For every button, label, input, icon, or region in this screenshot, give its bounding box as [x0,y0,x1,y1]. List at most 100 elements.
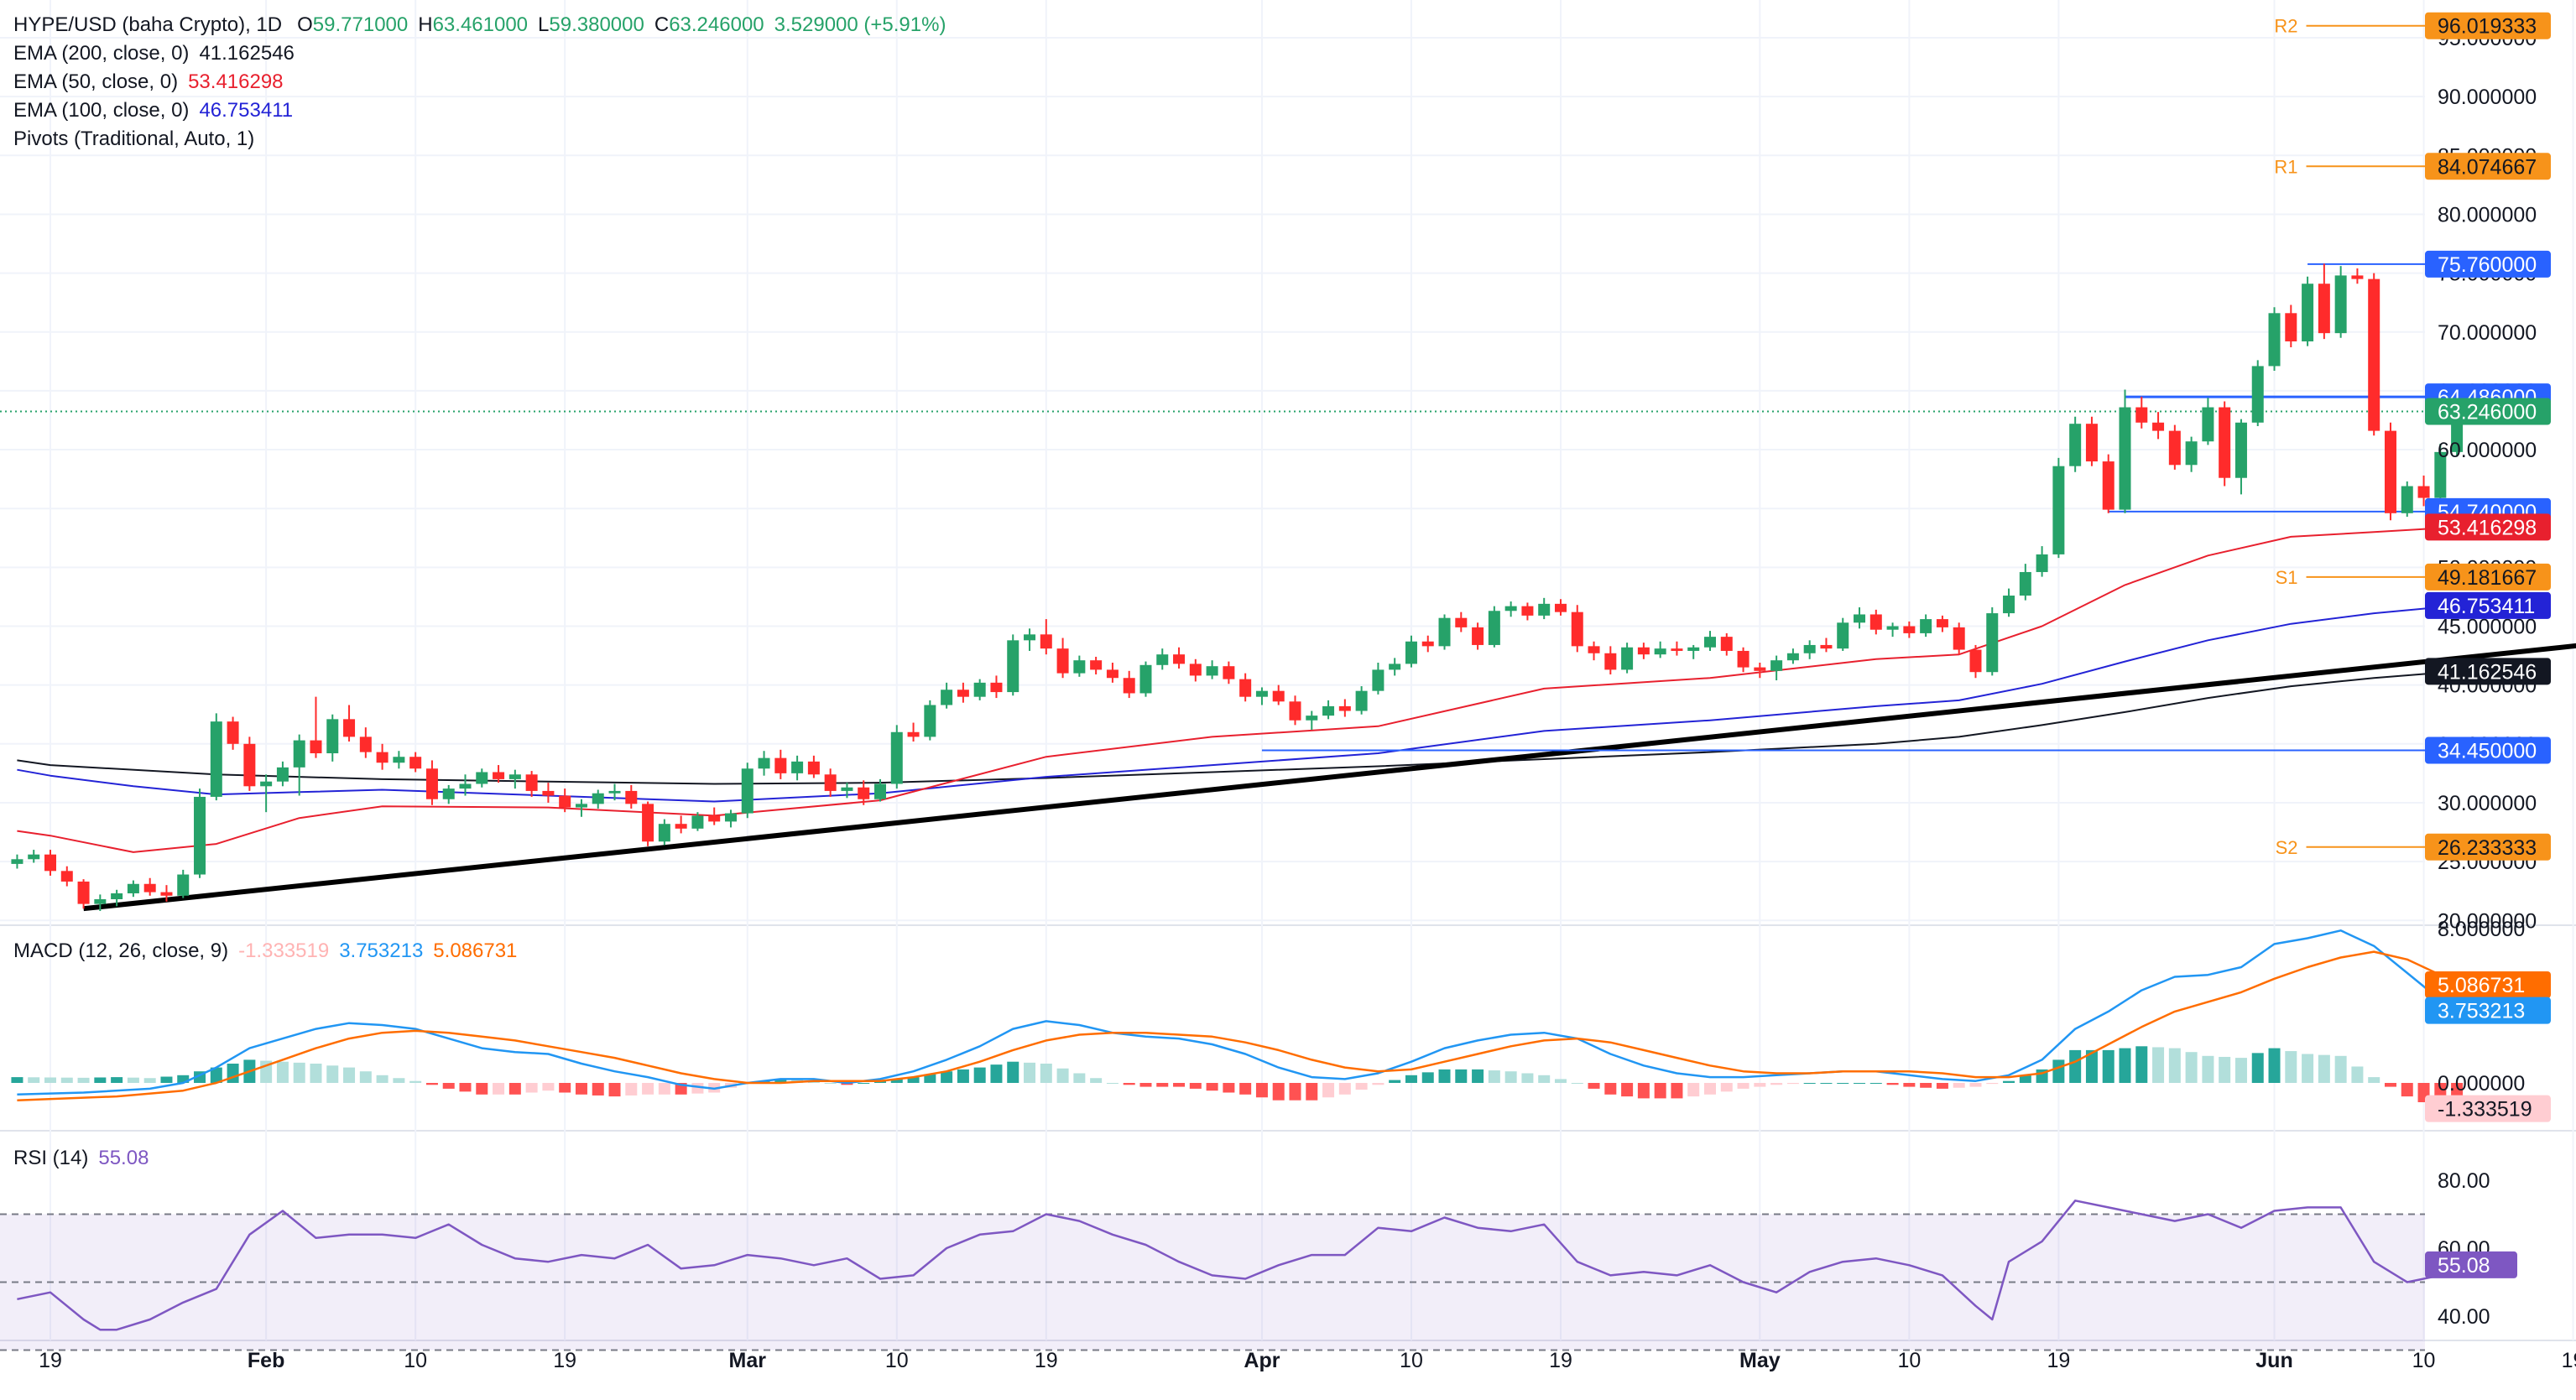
candle[interactable] [791,761,804,773]
symbol-legend[interactable]: HYPE/USD (baha Crypto), 1D O59.771000 H63.… [13,13,956,37]
candle[interactable] [111,893,123,899]
candle[interactable] [1754,667,1766,671]
candle[interactable] [326,719,339,754]
candle[interactable] [559,795,571,808]
ema50-price-tag[interactable] [2425,513,2551,541]
candle[interactable] [1554,603,1567,612]
candle[interactable] [642,804,654,842]
pivot-price-tag[interactable] [2425,153,2551,180]
ema100-legend[interactable]: EMA (100, close, 0) 46.753411 [13,99,303,122]
candle[interactable] [2119,407,2131,510]
candle[interactable] [957,690,969,697]
candle[interactable] [227,721,239,744]
candle[interactable] [1637,647,1650,655]
candle[interactable] [1538,603,1551,616]
trend-line[interactable] [83,643,2576,912]
candle[interactable] [907,731,920,737]
candle[interactable] [1173,654,1186,664]
candle[interactable] [160,892,173,896]
candle[interactable] [1189,664,1202,676]
level-price-tag[interactable] [2425,250,2551,278]
candle[interactable] [11,859,23,864]
level-price-tag[interactable] [2425,736,2551,764]
price-axis[interactable]: 25.00000030.00000035.00000040.00000045.0… [2425,12,2551,1329]
ema200-legend[interactable]: EMA (200, close, 0) 41.162546 [13,42,305,65]
candle[interactable] [2135,407,2148,423]
macd-value-tag[interactable] [2425,971,2551,999]
candle[interactable] [44,854,56,872]
candle[interactable] [1090,660,1103,670]
candle[interactable] [2052,466,2065,554]
candle[interactable] [1405,641,1417,664]
candle[interactable] [1123,678,1135,694]
candle[interactable] [1040,634,1052,649]
candle[interactable] [724,813,737,822]
pivot-price-tag[interactable] [2425,12,2551,39]
candle[interactable] [1206,666,1218,676]
candle[interactable] [442,788,455,799]
candle[interactable] [2168,430,2181,466]
time-axis[interactable]: 19 Feb 10 19 Mar 10 19 Apr 10 19 May 10 19 Jun 10 19 [39,1349,2576,1372]
pivot-price-tag[interactable] [2425,833,2551,861]
candle[interactable] [2368,278,2380,431]
candle[interactable] [1953,627,1965,650]
candle[interactable] [1272,690,1285,702]
candle[interactable] [890,731,903,784]
candle[interactable] [774,757,787,773]
candle[interactable] [741,768,754,814]
candle[interactable] [2434,451,2447,498]
macd-signal-line[interactable] [17,950,2458,1101]
candle[interactable] [1986,613,1999,673]
candle[interactable] [2234,422,2247,478]
candle[interactable] [2318,284,2330,334]
candle[interactable] [1786,653,1799,661]
rsi-legend[interactable]: RSI (14) 55.08 [13,1147,159,1170]
rsi-value-tag[interactable] [2425,1251,2517,1278]
rsi-pane[interactable] [0,1200,2458,1351]
candle[interactable] [542,790,555,796]
candle[interactable] [990,682,1003,693]
candle[interactable] [592,793,604,804]
candle[interactable] [2384,430,2396,513]
candle[interactable] [973,682,986,697]
candle[interactable] [28,854,40,860]
candle[interactable] [1139,664,1152,694]
candle[interactable] [143,883,156,893]
pivots-legend[interactable]: Pivots (Traditional, Auto, 1) [13,128,264,151]
candle[interactable] [1886,626,1899,630]
candle[interactable] [1338,705,1351,711]
macd-line[interactable] [17,929,2458,1096]
price-pane[interactable]: R2 R1 S1 S2 [0,16,2576,912]
candle[interactable] [343,719,356,737]
rsi-line[interactable] [17,1200,2458,1331]
candle[interactable] [1903,626,1916,633]
candle[interactable] [874,783,886,799]
candle[interactable] [1920,619,1932,633]
ema100-price-tag[interactable] [2425,591,2551,619]
candle[interactable] [60,871,73,882]
candle[interactable] [2152,422,2165,431]
candle[interactable] [376,752,388,763]
candle[interactable] [94,898,107,904]
candle[interactable] [1837,622,1849,649]
candle[interactable] [2085,424,2098,462]
candle[interactable] [1455,617,1468,627]
candle[interactable] [1024,634,1036,641]
candle[interactable] [2102,461,2115,510]
candle[interactable] [1007,640,1019,693]
candle[interactable] [858,787,870,799]
candle[interactable] [194,796,206,875]
candle[interactable] [1289,701,1301,721]
candle[interactable] [293,740,305,768]
candle[interactable] [77,881,90,904]
candle[interactable] [409,757,422,769]
candle[interactable] [425,768,438,799]
candle[interactable] [575,804,587,808]
candle[interactable] [2351,275,2364,279]
candle[interactable] [1588,646,1600,653]
candle[interactable] [2003,596,2015,614]
candle[interactable] [708,815,721,822]
candle[interactable] [2069,424,2082,466]
macd-pane[interactable] [11,929,2464,1109]
